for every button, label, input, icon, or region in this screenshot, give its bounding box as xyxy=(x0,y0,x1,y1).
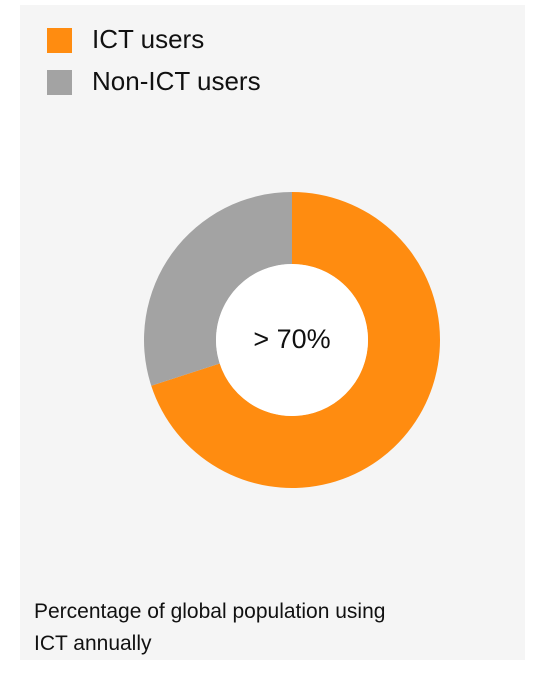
pie-slice xyxy=(143,192,292,386)
legend-swatch xyxy=(47,28,72,53)
legend-label: Non-ICT users xyxy=(92,66,261,96)
caption: Percentage of global population using IC… xyxy=(34,600,386,655)
donut-hole xyxy=(216,264,368,416)
center-label: > 70% xyxy=(253,324,330,354)
legend-swatch xyxy=(47,70,72,95)
legend-label: ICT users xyxy=(92,24,204,54)
pie-slice xyxy=(151,192,441,488)
